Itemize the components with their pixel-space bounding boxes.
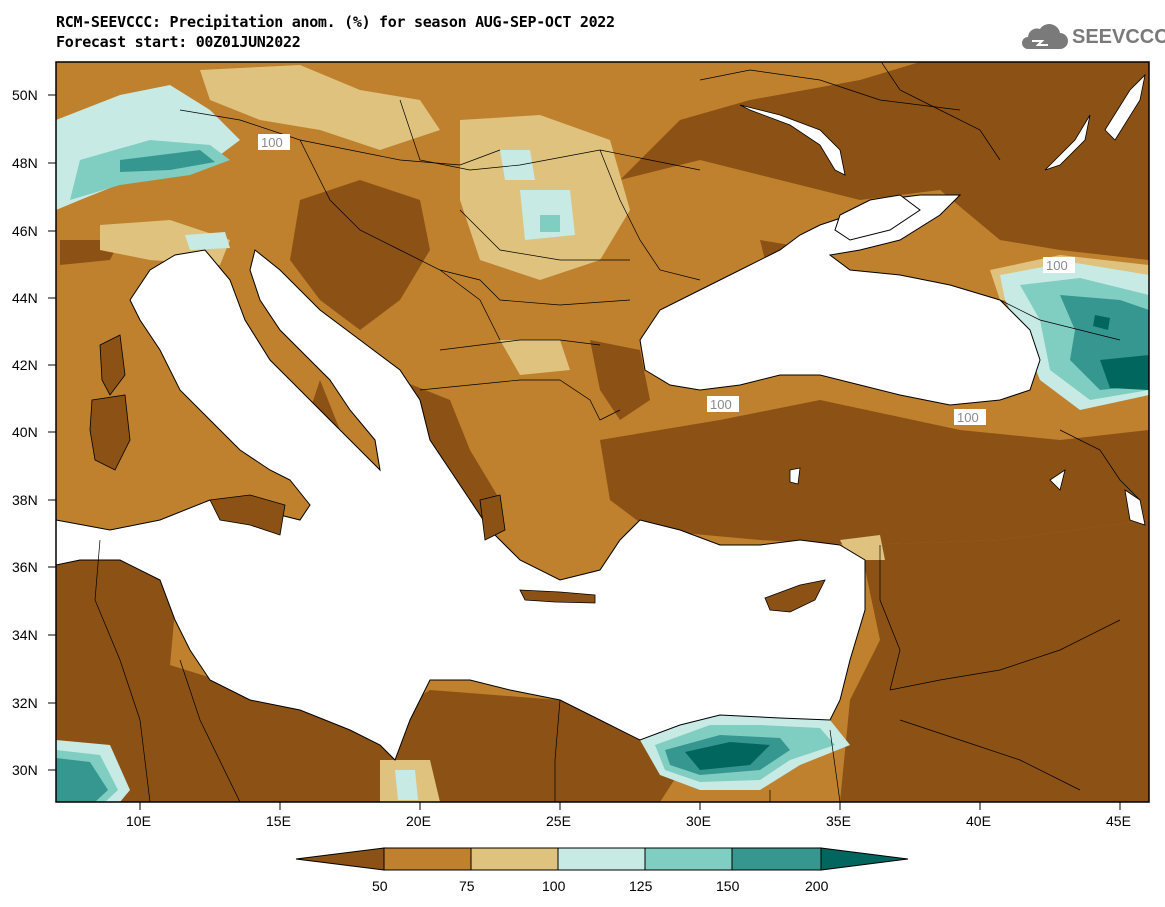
legend-label: 200	[805, 878, 829, 894]
extreme-wet-areas	[685, 315, 1149, 770]
color-legend: 50 75 100 125 150 200	[295, 847, 909, 894]
chart-title: RCM-SEEVCCC: Precipitation anom. (%) for…	[56, 12, 615, 52]
x-tick-label: 30E	[686, 813, 711, 829]
legend-swatch-125-150	[644, 847, 733, 871]
map-field: 100 100 100 100	[56, 62, 1149, 802]
seas	[56, 194, 1041, 761]
legend-swatch-50-75	[383, 847, 472, 871]
legend-label: 50	[372, 878, 388, 894]
legend-swatch-gt200	[820, 847, 909, 871]
y-tick-label: 42N	[12, 357, 38, 373]
x-tick-label: 10E	[126, 813, 151, 829]
title-line-2: Forecast start: 00Z01JUN2022	[56, 33, 301, 51]
x-tick-label: 25E	[546, 813, 571, 829]
contour-labels: 100 100 100 100	[258, 134, 1075, 425]
y-tick-label: 46N	[12, 223, 38, 239]
contour-label-100-alps: 100	[261, 135, 283, 150]
y-tick-label: 50N	[12, 87, 38, 103]
contour-label-100-marmara: 100	[710, 397, 732, 412]
legend-label: 75	[459, 878, 475, 894]
cloud-icon	[1022, 24, 1068, 49]
seevccc-logo: SEEVCCC	[1018, 22, 1165, 52]
x-tick-label: 20E	[406, 813, 431, 829]
legend-swatch-100-125	[557, 847, 646, 871]
y-tick-label: 44N	[12, 290, 38, 306]
legend-label: 100	[542, 878, 566, 894]
legend-label: 125	[629, 878, 653, 894]
logo-text: SEEVCCC	[1072, 25, 1165, 48]
x-tick-labels: 10E 15E 20E 25E 30E 35E 40E 45E	[126, 813, 1131, 829]
y-tick-label: 48N	[12, 155, 38, 171]
title-line-1: RCM-SEEVCCC: Precipitation anom. (%) for…	[56, 13, 615, 31]
y-tick-label: 32N	[12, 695, 38, 711]
legend-swatch-lt50	[295, 847, 385, 871]
islands	[89, 334, 826, 613]
contour-label-100-pontic: 100	[957, 410, 979, 425]
y-ticks	[48, 94, 56, 771]
x-ticks	[139, 802, 1121, 810]
y-tick-labels: 50N 48N 46N 44N 42N 40N 38N 36N 34N 32N …	[12, 87, 38, 778]
country-borders	[94, 62, 1141, 802]
y-tick-label: 40N	[12, 424, 38, 440]
x-tick-label: 40E	[966, 813, 991, 829]
y-tick-label: 38N	[12, 492, 38, 508]
x-tick-label: 15E	[266, 813, 291, 829]
y-tick-label: 34N	[12, 627, 38, 643]
x-tick-label: 35E	[826, 813, 851, 829]
contour-label-100-caucasus: 100	[1046, 258, 1068, 273]
y-tick-label: 36N	[12, 559, 38, 575]
y-tick-label: 30N	[12, 762, 38, 778]
lakes	[739, 73, 1146, 526]
legend-swatch-150-200	[731, 847, 822, 871]
legend-swatch-75-100	[470, 847, 559, 871]
x-tick-label: 45E	[1106, 813, 1131, 829]
legend-label: 150	[716, 878, 740, 894]
